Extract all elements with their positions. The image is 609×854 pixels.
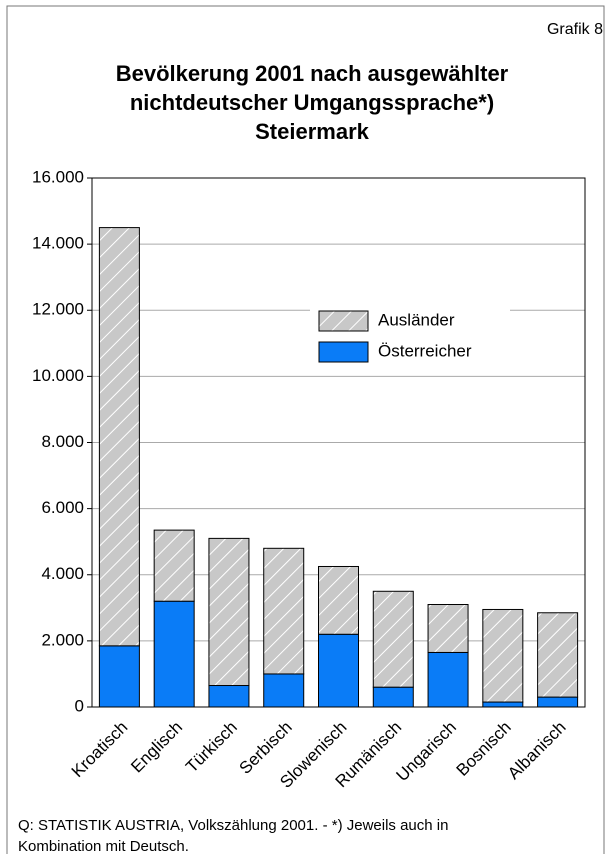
x-tick-label: Ungarisch bbox=[392, 718, 460, 786]
bar-segment bbox=[427, 604, 469, 653]
y-tick-label: 16.000 bbox=[32, 167, 84, 186]
y-tick-label: 10.000 bbox=[32, 366, 84, 385]
legend-label: Ausländer bbox=[378, 310, 455, 329]
bar-segment bbox=[263, 673, 305, 708]
bar-segment bbox=[537, 696, 579, 708]
bar-segment bbox=[153, 529, 195, 602]
bar-segment bbox=[537, 612, 579, 698]
legend-label: Österreicher bbox=[378, 341, 472, 360]
x-tick-label: Türkisch bbox=[182, 718, 241, 777]
bar-segment bbox=[98, 227, 140, 647]
x-tick-label: Albanisch bbox=[504, 718, 570, 784]
bar-segment bbox=[98, 645, 140, 708]
corner-label: Grafik 8 bbox=[547, 21, 603, 38]
x-tick-label: Kroatisch bbox=[68, 718, 132, 782]
frame bbox=[6, 5, 605, 854]
bar-segment bbox=[427, 651, 469, 708]
y-tick-label: 4.000 bbox=[41, 564, 84, 583]
x-tick-label: Englisch bbox=[127, 718, 186, 777]
bar-segment bbox=[318, 565, 359, 635]
source: Q: STATISTIK AUSTRIA, Volkszählung 2001.… bbox=[18, 817, 448, 834]
legend-swatch bbox=[318, 310, 369, 332]
chart-title: nichtdeutscher Umgangssprache*) bbox=[130, 90, 494, 115]
bar-segment bbox=[208, 537, 250, 687]
y-tick-label: 8.000 bbox=[41, 432, 84, 451]
source: Kombination mit Deutsch. bbox=[18, 838, 189, 854]
y-tick-label: 2.000 bbox=[41, 630, 84, 649]
chart-title: Bevölkerung 2001 nach ausgewählter bbox=[116, 61, 509, 86]
legend-swatch bbox=[318, 341, 369, 363]
bar-segment bbox=[208, 685, 250, 708]
bar-segment bbox=[263, 547, 305, 675]
bar-segment bbox=[482, 701, 524, 708]
y-tick-label: 12.000 bbox=[32, 300, 84, 319]
bar-segment bbox=[153, 600, 195, 708]
y-tick-label: 14.000 bbox=[32, 234, 84, 253]
bar-segment bbox=[372, 686, 414, 708]
bar-segment bbox=[372, 590, 414, 688]
y-tick-label: 0 bbox=[75, 696, 84, 715]
bar-segment bbox=[482, 608, 524, 703]
y-tick-label: 6.000 bbox=[41, 498, 84, 517]
bar-segment bbox=[318, 633, 359, 708]
plot-border bbox=[91, 177, 586, 708]
chart-title: Steiermark bbox=[255, 119, 370, 144]
